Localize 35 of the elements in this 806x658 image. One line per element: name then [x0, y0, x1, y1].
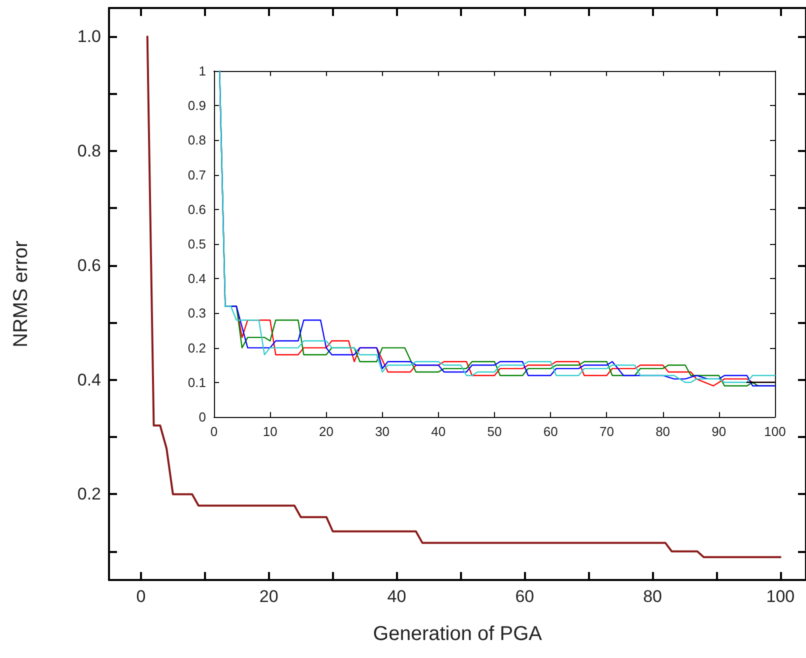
y-tick-label: 0.3 [188, 306, 206, 321]
y-tick-label: 0.8 [188, 132, 206, 148]
x-tick-label: 40 [431, 424, 446, 439]
x-tick-label: 90 [712, 424, 726, 439]
y-tick-label: 0.6 [188, 202, 206, 217]
y-tick-label: 0.5 [188, 236, 206, 252]
x-tick-label: 0 [136, 587, 146, 606]
y-tick-label: 0.2 [77, 484, 101, 504]
y-tick-label: 1 [198, 64, 206, 78]
y-tick-label: 0.6 [77, 256, 101, 275]
x-tick-label: 50 [487, 424, 502, 439]
y-axis-title: NRMS error [10, 240, 32, 348]
x-tick-label: 20 [259, 587, 278, 606]
y-tick-label: 0.8 [77, 142, 101, 160]
y-tick-label: 0.4 [188, 271, 206, 286]
y-tick-label: 0.4 [77, 370, 101, 390]
x-axis-title: Generation of PGA [373, 623, 543, 645]
y-tick-label: 1.0 [77, 27, 101, 46]
y-tick-label: 0.2 [188, 340, 206, 356]
x-tick-label: 60 [543, 424, 558, 439]
x-tick-label: 10 [262, 424, 278, 439]
x-tick-label: 20 [318, 424, 334, 439]
y-tick-label: 0.7 [188, 167, 206, 182]
x-tick-label: 100 [766, 587, 795, 606]
y-tick-label: 0.1 [188, 374, 206, 390]
x-tick-label: 0 [210, 424, 218, 439]
x-tick-label: 70 [599, 424, 614, 439]
x-tick-label: 60 [515, 587, 534, 606]
x-tick-label: 30 [375, 424, 390, 439]
y-tick-label: 0 [198, 410, 206, 424]
x-tick-label: 100 [764, 424, 786, 439]
x-tick-label: 80 [656, 424, 670, 439]
y-tick-label: 0.9 [188, 98, 206, 114]
x-tick-label: 80 [643, 587, 662, 606]
x-tick-label: 40 [387, 587, 406, 606]
